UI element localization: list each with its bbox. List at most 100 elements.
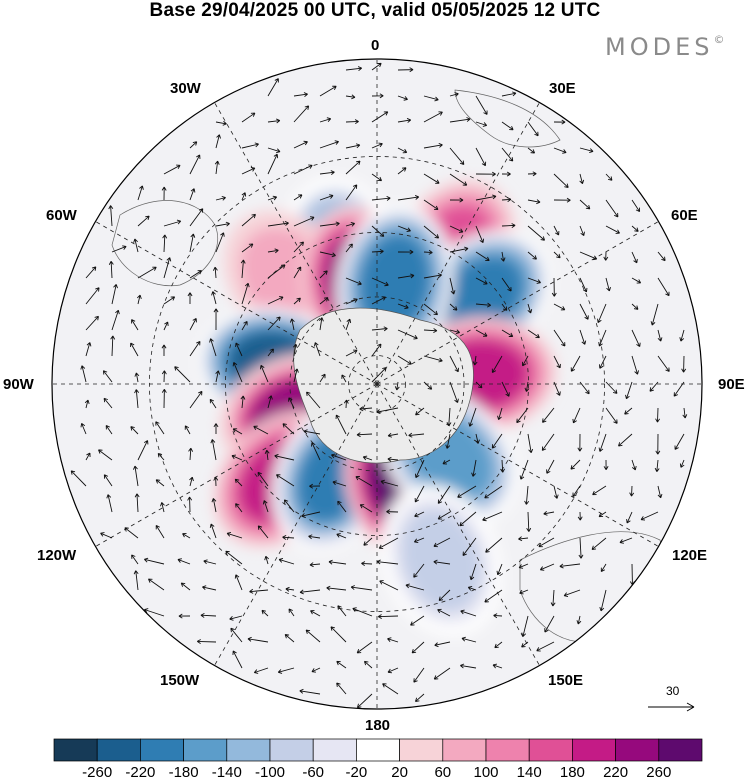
wind-arrow bbox=[597, 303, 607, 323]
wind-arrow bbox=[600, 563, 607, 573]
wind-arrow bbox=[319, 85, 337, 97]
wind-arrow bbox=[276, 474, 295, 487]
wind-arrow bbox=[345, 349, 358, 357]
wind-arrow bbox=[423, 199, 439, 210]
wind-arrow bbox=[319, 317, 324, 331]
wind-arrow bbox=[397, 355, 412, 365]
wind-arrow bbox=[631, 329, 641, 348]
map-border bbox=[51, 58, 703, 710]
wind-arrow bbox=[371, 62, 382, 71]
label-lon-0: 0 bbox=[371, 37, 380, 54]
wind-arrow bbox=[209, 523, 217, 539]
wind-arrow bbox=[211, 291, 217, 305]
wind-arrow bbox=[501, 91, 517, 97]
wind-arrow bbox=[579, 381, 590, 395]
wind-arrow bbox=[267, 118, 281, 124]
wind-arrow bbox=[85, 342, 92, 357]
colorbar-swatch bbox=[528, 738, 573, 762]
wind-arrow bbox=[288, 608, 295, 617]
wind-arrow bbox=[526, 511, 532, 532]
wind-arrow bbox=[387, 456, 399, 462]
wind-arrow bbox=[134, 493, 140, 513]
wind-arrow bbox=[240, 259, 246, 279]
wind-arrow bbox=[553, 355, 561, 369]
wind-arrow bbox=[293, 92, 308, 97]
colorbar-swatch bbox=[140, 738, 184, 762]
wind-arrow bbox=[293, 105, 310, 123]
wind-arrow bbox=[187, 496, 193, 513]
anomaly-cell bbox=[437, 257, 523, 338]
wind-arrow bbox=[423, 355, 443, 363]
wind-arrow bbox=[378, 537, 399, 549]
wind-arrow bbox=[472, 355, 478, 366]
wind-arrow bbox=[605, 407, 618, 424]
wind-arrow bbox=[133, 238, 139, 253]
colorbar-swatch bbox=[658, 738, 703, 762]
wind-arrow bbox=[553, 485, 559, 499]
wind-arrow bbox=[330, 626, 347, 643]
wind-arrow bbox=[461, 636, 477, 643]
wind-arrow bbox=[319, 297, 329, 305]
wind-arrow bbox=[449, 246, 469, 253]
colorbar-swatch bbox=[226, 738, 271, 762]
wind-arrow bbox=[157, 452, 165, 461]
wind-arrow bbox=[657, 485, 663, 499]
coastline-africa bbox=[454, 89, 561, 148]
wind-arrow bbox=[386, 509, 399, 515]
wind-arrow bbox=[234, 574, 243, 591]
wind-arrow bbox=[475, 171, 496, 177]
wind-arrow bbox=[215, 221, 230, 227]
wind-arrow bbox=[411, 641, 425, 654]
wind-arrow bbox=[475, 121, 488, 127]
wind-arrow bbox=[293, 216, 315, 227]
wind-arrow bbox=[371, 225, 385, 237]
meridian-line bbox=[95, 221, 378, 385]
wind-arrow bbox=[308, 534, 321, 540]
wind-arrow bbox=[288, 397, 295, 409]
wind-arrow bbox=[553, 329, 566, 347]
wind-arrow bbox=[387, 432, 399, 438]
wind-arrow bbox=[449, 355, 459, 373]
wind-arrow bbox=[475, 277, 488, 285]
wind-arrow bbox=[449, 117, 471, 123]
wind-arrow bbox=[471, 459, 477, 477]
wind-arrow bbox=[423, 225, 440, 239]
wind-arrow bbox=[527, 121, 539, 137]
colorbar-tick-label: -100 bbox=[254, 764, 286, 781]
wind-arrow bbox=[253, 425, 269, 435]
meridian-line bbox=[376, 383, 659, 547]
wind-arrow bbox=[475, 194, 497, 201]
wind-arrow bbox=[423, 249, 433, 255]
wind-arrow bbox=[496, 563, 503, 576]
wind-arrow bbox=[241, 243, 254, 253]
label-lon-150w: 150W bbox=[160, 672, 200, 689]
wind-arrow bbox=[577, 511, 583, 521]
wind-arrow bbox=[319, 251, 336, 258]
wind-arrow bbox=[306, 391, 321, 409]
wind-arrow bbox=[527, 329, 540, 339]
colorbar-swatch bbox=[269, 738, 314, 762]
wind-arrow bbox=[482, 511, 503, 522]
wind-arrow bbox=[377, 614, 399, 619]
wind-arrow bbox=[319, 270, 328, 279]
wind-arrow bbox=[241, 112, 256, 123]
wind-arrow bbox=[521, 641, 529, 648]
wind-arrow bbox=[189, 208, 204, 227]
wind-arrow bbox=[319, 170, 335, 176]
wind-arrow bbox=[345, 119, 359, 125]
wind-arrow bbox=[572, 485, 581, 497]
wind-arrow bbox=[299, 688, 321, 695]
wind-arrow bbox=[215, 370, 221, 383]
wind-arrow bbox=[161, 344, 167, 357]
wind-arrow bbox=[345, 66, 363, 71]
wind-arrow bbox=[475, 381, 483, 389]
wind-arrow bbox=[579, 329, 587, 345]
wind-arrow bbox=[305, 629, 321, 643]
wind-arrow bbox=[631, 225, 639, 232]
wind-arrow bbox=[541, 433, 555, 451]
colorbar-tick-label: -180 bbox=[168, 764, 199, 781]
wind-arrow bbox=[267, 395, 273, 409]
wind-arrow bbox=[161, 370, 167, 383]
wind-arrow bbox=[553, 173, 569, 188]
